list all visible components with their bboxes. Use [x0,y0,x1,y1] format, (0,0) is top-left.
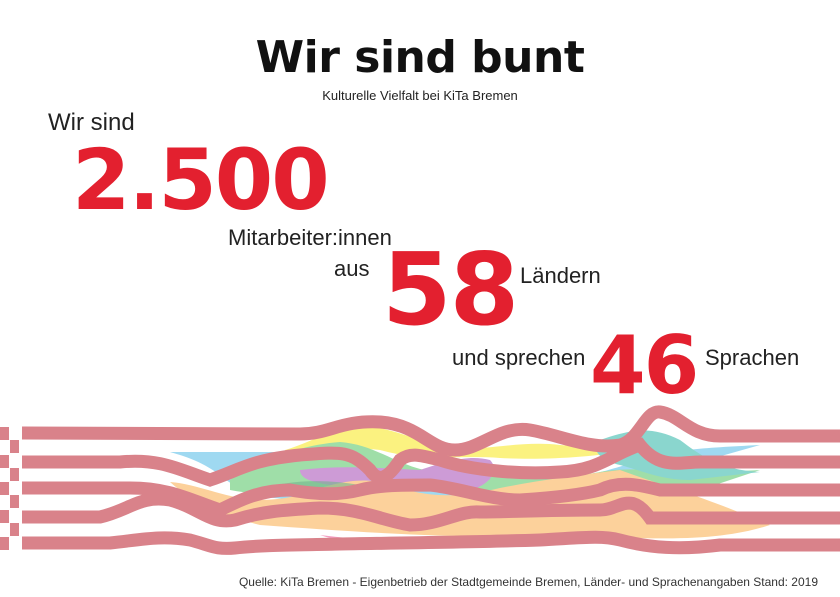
countries-label: Ländern [520,263,601,288]
checker-square [10,523,19,536]
ribbon-yellow [285,426,630,459]
stripe-5 [22,530,840,555]
bremen-flag-ribbons-graphic [0,405,840,555]
languages-prefix: und sprechen [452,345,586,370]
stripe-1 [21,405,840,457]
languages-count: 46 [590,319,699,412]
checker-square [10,495,19,508]
checker-square [0,427,9,440]
stripe-4 [22,492,840,532]
staff-count: 2.500 [72,131,330,229]
countries-count: 58 [382,231,519,348]
stripe-3 [22,477,840,518]
checker-square [10,468,19,481]
checker-square [0,455,9,468]
countries-prefix: aus [334,256,370,281]
staff-label: Mitarbeiter:innen [228,225,392,250]
source-note: Quelle: KiTa Bremen - Eigenbetrieb der S… [238,575,818,589]
intro-text: Wir sind [48,109,135,136]
page-subtitle: Kulturelle Vielfalt bei KiTa Bremen [322,88,518,103]
checker-square [0,510,9,523]
stripe-2 [22,437,840,487]
flag-checker [0,427,19,550]
checker-square [0,482,9,495]
flag-stripes [21,405,840,555]
checker-square [10,440,19,453]
checker-square [0,537,9,550]
languages-label: Sprachen [705,345,800,370]
page-title: Wir sind bunt [255,32,585,83]
